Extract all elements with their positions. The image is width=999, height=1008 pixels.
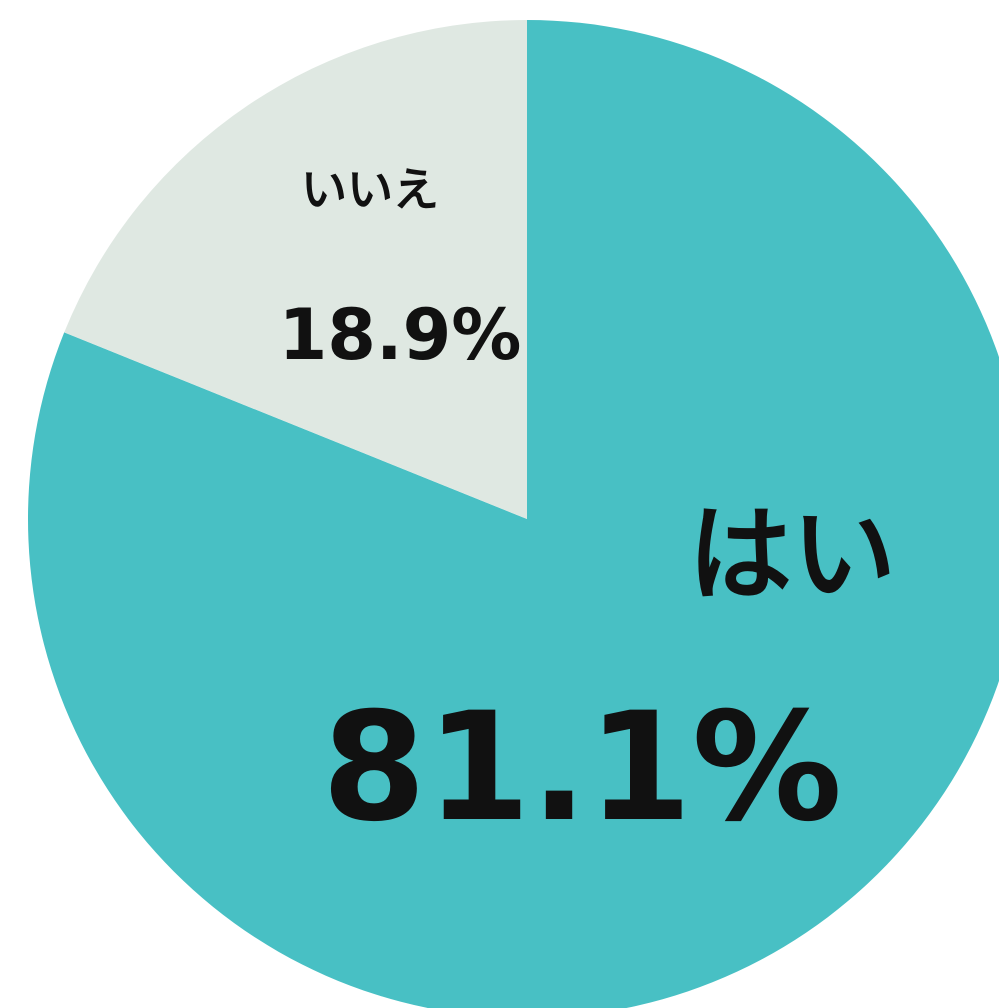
- slice-value-label: 18.9%: [279, 294, 522, 376]
- slice-category-label: いいえ: [301, 163, 439, 217]
- pie-slice: [64, 20, 528, 519]
- slice-category-label: はい: [688, 493, 896, 615]
- slice-value-label: 81.1%: [322, 681, 842, 855]
- pie-slice: [28, 20, 999, 1008]
